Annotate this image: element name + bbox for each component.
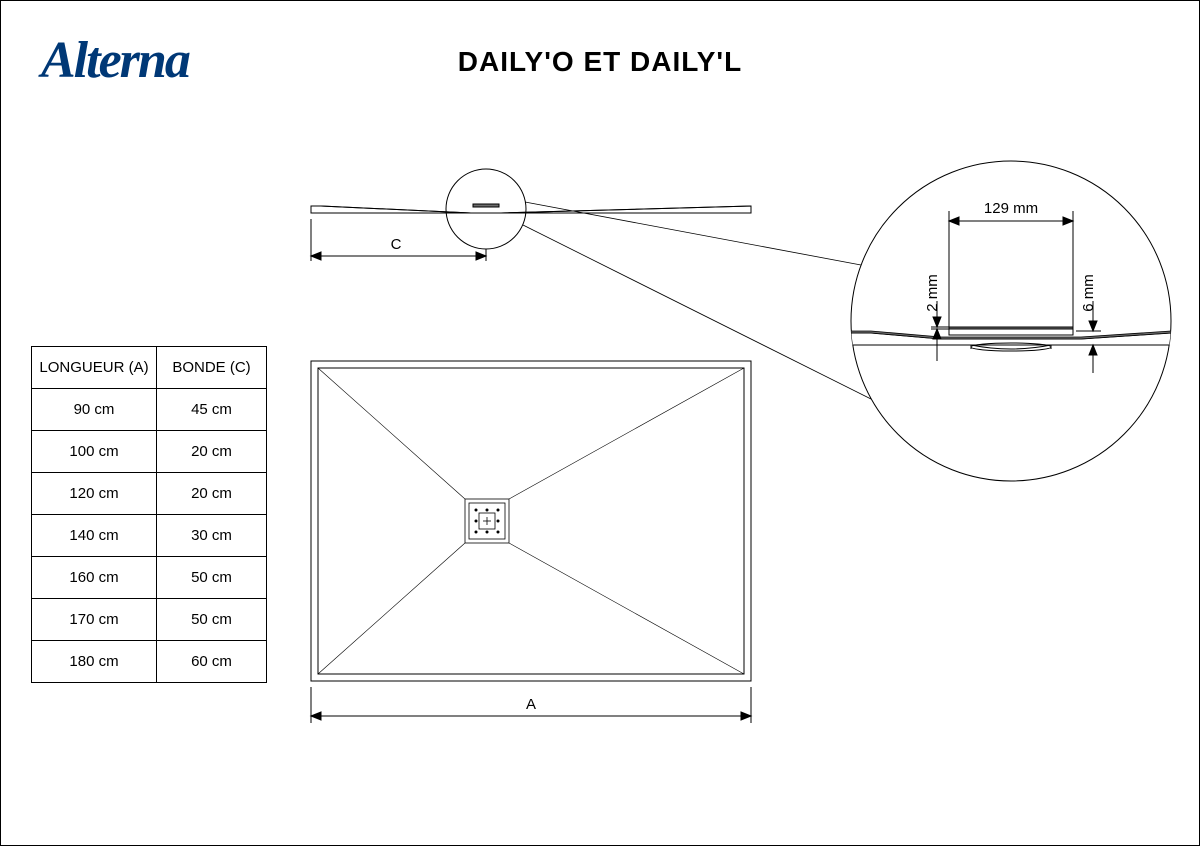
dim-129mm: 129 mm bbox=[984, 200, 1038, 217]
table-row: 160 cm50 cm bbox=[32, 557, 267, 599]
table-header-row: LONGUEUR (A) BONDE (C) bbox=[32, 347, 267, 389]
table-row: 140 cm30 cm bbox=[32, 515, 267, 557]
dim-2mm: 2 mm bbox=[924, 274, 941, 312]
col-header-bonde: BONDE (C) bbox=[157, 347, 267, 389]
table-row: 180 cm60 cm bbox=[32, 641, 267, 683]
technical-sheet: Alterna DAILY'O ET DAILY'L C bbox=[0, 0, 1200, 846]
col-header-longueur: LONGUEUR (A) bbox=[32, 347, 157, 389]
table-row: 90 cm45 cm bbox=[32, 389, 267, 431]
dim-label-a: A bbox=[526, 696, 536, 713]
dimensions-table: LONGUEUR (A) BONDE (C) 90 cm45 cm 100 cm… bbox=[31, 346, 267, 683]
table-row: 170 cm50 cm bbox=[32, 599, 267, 641]
dim-6mm: 6 mm bbox=[1080, 274, 1097, 312]
table-row: 100 cm20 cm bbox=[32, 431, 267, 473]
table-row: 120 cm20 cm bbox=[32, 473, 267, 515]
